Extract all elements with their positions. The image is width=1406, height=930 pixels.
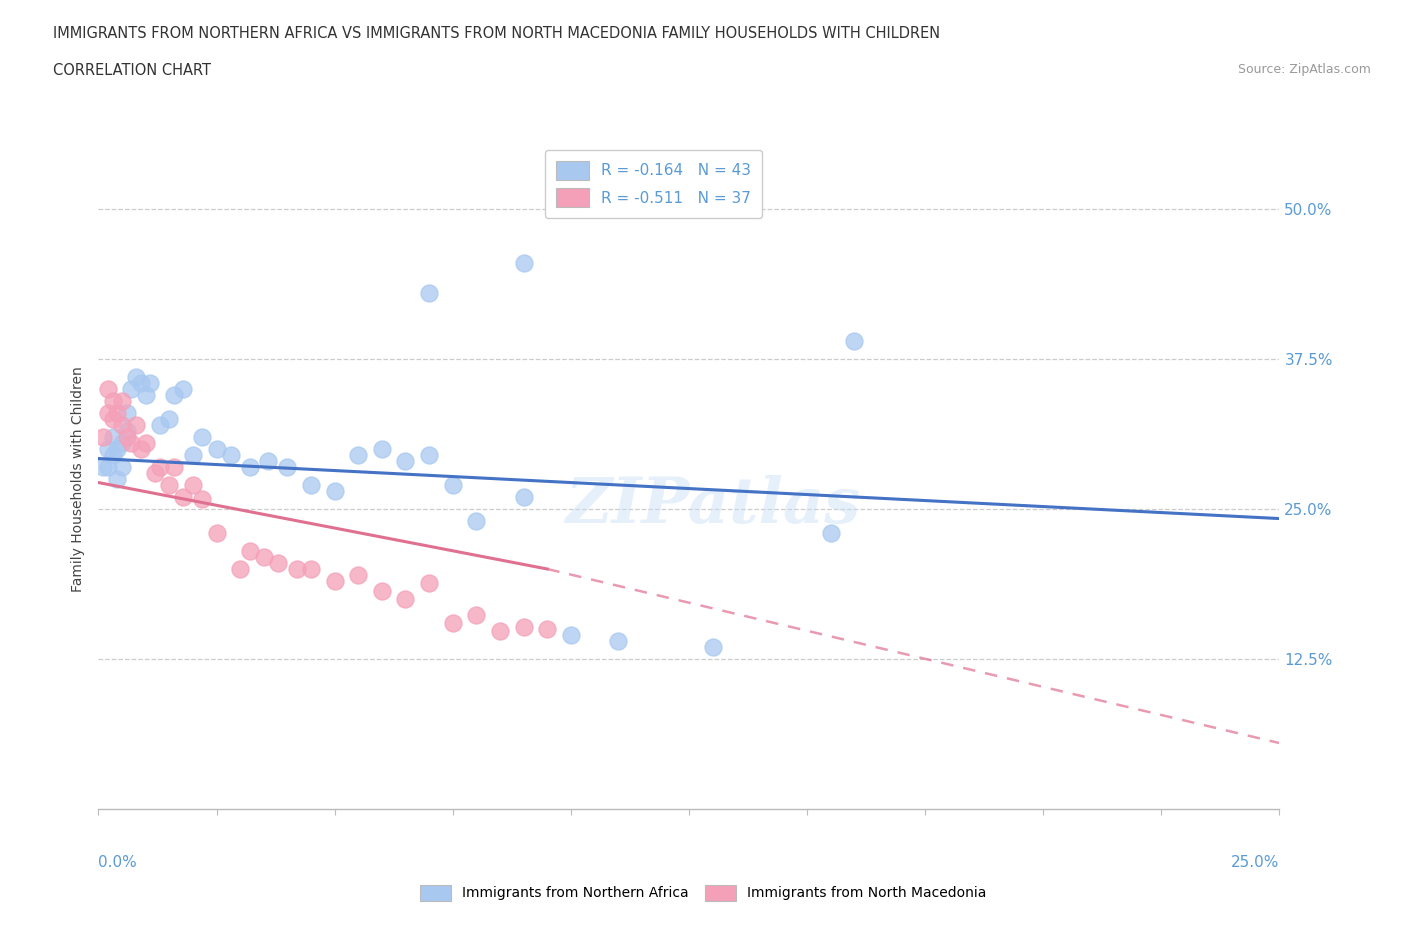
Point bbox=[820, 525, 842, 540]
Point bbox=[285, 562, 308, 577]
Point bbox=[121, 435, 143, 450]
Point bbox=[267, 555, 290, 570]
Point bbox=[205, 525, 228, 540]
Point bbox=[205, 442, 228, 457]
Point bbox=[101, 411, 124, 426]
Point bbox=[125, 369, 148, 384]
Point bbox=[191, 492, 214, 507]
Point bbox=[512, 619, 534, 634]
Point bbox=[97, 381, 120, 396]
Point bbox=[844, 334, 866, 349]
Text: 25.0%: 25.0% bbox=[1232, 856, 1279, 870]
Point bbox=[111, 393, 134, 408]
Point bbox=[181, 447, 204, 462]
Text: Source: ZipAtlas.com: Source: ZipAtlas.com bbox=[1237, 63, 1371, 76]
Point bbox=[418, 447, 440, 462]
Point bbox=[253, 550, 276, 565]
Point bbox=[172, 381, 194, 396]
Point bbox=[418, 286, 440, 300]
Point bbox=[101, 430, 124, 445]
Point bbox=[105, 472, 128, 486]
Point bbox=[129, 442, 152, 457]
Point bbox=[97, 442, 120, 457]
Point bbox=[607, 633, 630, 648]
Point bbox=[139, 376, 162, 391]
Point bbox=[191, 430, 214, 445]
Point bbox=[172, 489, 194, 504]
Point bbox=[157, 411, 180, 426]
Point bbox=[465, 513, 488, 528]
Point bbox=[111, 418, 134, 432]
Point bbox=[489, 624, 512, 639]
Point bbox=[257, 454, 280, 469]
Point bbox=[323, 574, 346, 589]
Point bbox=[135, 435, 157, 450]
Point bbox=[702, 640, 724, 655]
Point bbox=[149, 459, 172, 474]
Point bbox=[394, 454, 416, 469]
Text: ZIPatlas: ZIPatlas bbox=[565, 474, 860, 536]
Point bbox=[347, 447, 370, 462]
Point bbox=[219, 447, 242, 462]
Y-axis label: Family Households with Children: Family Households with Children bbox=[72, 366, 86, 591]
Point bbox=[115, 405, 138, 420]
Point bbox=[465, 607, 488, 622]
Point bbox=[299, 562, 322, 577]
Text: IMMIGRANTS FROM NORTHERN AFRICA VS IMMIGRANTS FROM NORTH MACEDONIA FAMILY HOUSEH: IMMIGRANTS FROM NORTHERN AFRICA VS IMMIG… bbox=[53, 26, 941, 41]
Point bbox=[239, 459, 262, 474]
Point bbox=[347, 567, 370, 582]
Point bbox=[115, 430, 138, 445]
Point bbox=[239, 543, 262, 558]
Legend: R = -0.164   N = 43, R = -0.511   N = 37: R = -0.164 N = 43, R = -0.511 N = 37 bbox=[546, 150, 762, 219]
Point bbox=[371, 583, 394, 598]
Point bbox=[115, 423, 138, 438]
Point bbox=[129, 376, 152, 391]
Text: 0.0%: 0.0% bbox=[98, 856, 138, 870]
Point bbox=[441, 616, 464, 631]
Point bbox=[101, 393, 124, 408]
Point bbox=[394, 591, 416, 606]
Point bbox=[91, 430, 114, 445]
Point bbox=[163, 459, 186, 474]
Point bbox=[111, 435, 134, 450]
Point bbox=[441, 477, 464, 492]
Point bbox=[149, 418, 172, 432]
Point bbox=[105, 405, 128, 420]
Point bbox=[299, 477, 322, 492]
Point bbox=[181, 477, 204, 492]
Point bbox=[91, 459, 114, 474]
Point bbox=[143, 466, 166, 481]
Point bbox=[512, 256, 534, 271]
Point bbox=[101, 447, 124, 462]
Point bbox=[323, 484, 346, 498]
Point bbox=[97, 405, 120, 420]
Point bbox=[371, 442, 394, 457]
Point bbox=[512, 489, 534, 504]
Point bbox=[276, 459, 298, 474]
Point bbox=[105, 442, 128, 457]
Point bbox=[418, 576, 440, 591]
Point bbox=[135, 388, 157, 403]
Point bbox=[97, 459, 120, 474]
Point bbox=[121, 381, 143, 396]
Point bbox=[125, 418, 148, 432]
Legend: Immigrants from Northern Africa, Immigrants from North Macedonia: Immigrants from Northern Africa, Immigra… bbox=[415, 879, 991, 907]
Point bbox=[157, 477, 180, 492]
Point bbox=[229, 562, 252, 577]
Point bbox=[536, 621, 558, 636]
Text: CORRELATION CHART: CORRELATION CHART bbox=[53, 63, 211, 78]
Point bbox=[560, 628, 582, 643]
Point bbox=[163, 388, 186, 403]
Point bbox=[111, 459, 134, 474]
